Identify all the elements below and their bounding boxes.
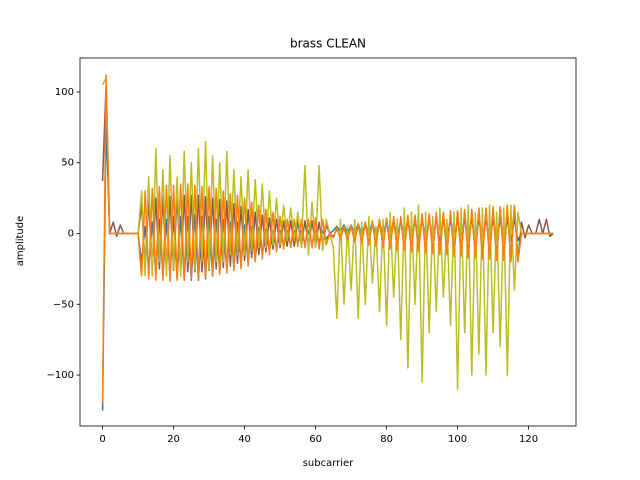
chart-title: brass CLEAN bbox=[290, 37, 366, 51]
x-tick-label: 120 bbox=[519, 434, 538, 445]
y-tick-label: −50 bbox=[53, 299, 74, 310]
x-tick-label: 60 bbox=[309, 434, 322, 445]
y-axis-label: amplitude bbox=[15, 216, 26, 267]
y-tick-label: −100 bbox=[47, 370, 74, 381]
x-tick-label: 20 bbox=[167, 434, 180, 445]
y-tick-label: 100 bbox=[55, 87, 74, 98]
x-tick-label: 0 bbox=[99, 434, 105, 445]
series-line bbox=[101, 77, 554, 390]
series-line bbox=[101, 74, 554, 404]
x-tick-label: 80 bbox=[380, 434, 393, 445]
x-tick-label: 100 bbox=[448, 434, 467, 445]
plot-frame bbox=[79, 57, 577, 427]
y-tick-label: 50 bbox=[61, 158, 74, 169]
x-tick-label: 40 bbox=[238, 434, 251, 445]
x-axis-label: subcarrier bbox=[303, 458, 354, 469]
y-tick-label: 0 bbox=[68, 229, 74, 240]
